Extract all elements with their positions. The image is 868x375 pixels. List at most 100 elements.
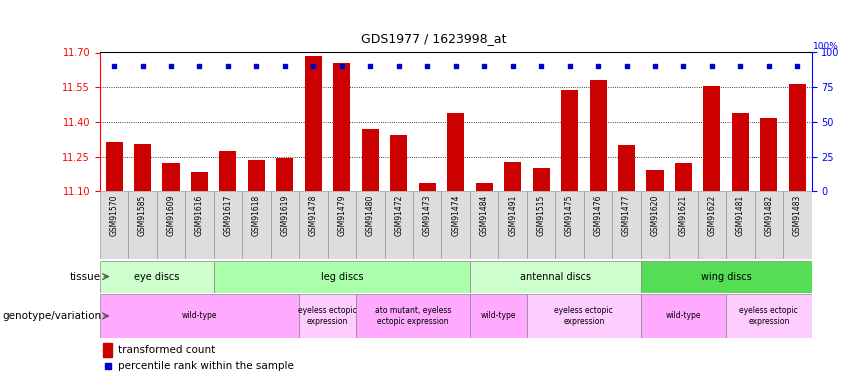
Bar <box>476 183 493 191</box>
Text: GSM91491: GSM91491 <box>508 195 517 236</box>
Text: GSM91481: GSM91481 <box>736 195 745 236</box>
Bar <box>271 191 299 259</box>
Text: GSM91570: GSM91570 <box>109 195 119 236</box>
Bar <box>641 191 669 259</box>
Bar <box>470 261 641 292</box>
Text: GSM91479: GSM91479 <box>338 195 346 236</box>
Text: eyeless ectopic
expression: eyeless ectopic expression <box>299 306 357 326</box>
Bar <box>527 191 556 259</box>
Text: GSM91619: GSM91619 <box>280 195 289 236</box>
Bar <box>106 141 122 191</box>
Text: GSM91617: GSM91617 <box>223 195 233 236</box>
Bar <box>220 151 236 191</box>
Text: GSM91484: GSM91484 <box>480 195 489 236</box>
Bar <box>703 86 720 191</box>
Bar <box>299 294 356 338</box>
Text: antennal discs: antennal discs <box>520 272 591 282</box>
Bar <box>100 261 214 292</box>
Text: GSM91616: GSM91616 <box>195 195 204 236</box>
Bar <box>561 90 578 191</box>
Text: GSM91473: GSM91473 <box>423 195 431 236</box>
Bar <box>214 191 242 259</box>
Bar <box>276 158 293 191</box>
Text: eyeless ectopic
expression: eyeless ectopic expression <box>740 306 799 326</box>
Bar <box>128 191 157 259</box>
Bar <box>589 80 607 191</box>
Bar <box>157 191 185 259</box>
Text: GSM91480: GSM91480 <box>365 195 375 236</box>
Text: wild-type: wild-type <box>481 311 516 320</box>
Text: wild-type: wild-type <box>666 311 701 320</box>
Text: GSM91475: GSM91475 <box>565 195 574 236</box>
Bar <box>242 191 271 259</box>
Text: 100%: 100% <box>813 42 839 51</box>
Text: GSM91476: GSM91476 <box>594 195 602 236</box>
Text: eyeless ectopic
expression: eyeless ectopic expression <box>555 306 613 326</box>
Bar <box>413 191 442 259</box>
Bar <box>498 191 527 259</box>
Bar <box>248 160 265 191</box>
Bar <box>162 164 180 191</box>
Bar <box>356 294 470 338</box>
Bar <box>447 112 464 191</box>
Text: GDS1977 / 1623998_at: GDS1977 / 1623998_at <box>361 32 507 45</box>
Text: wing discs: wing discs <box>700 272 752 282</box>
Text: percentile rank within the sample: percentile rank within the sample <box>118 362 293 372</box>
Bar <box>727 191 754 259</box>
Text: transformed count: transformed count <box>118 345 215 355</box>
Text: GSM91478: GSM91478 <box>309 195 318 236</box>
Bar <box>442 191 470 259</box>
Bar <box>584 191 612 259</box>
Bar <box>504 162 521 191</box>
Text: GSM91585: GSM91585 <box>138 195 147 236</box>
Bar <box>100 191 128 259</box>
Bar <box>641 294 727 338</box>
Bar <box>327 191 356 259</box>
Bar <box>641 261 812 292</box>
Bar <box>727 294 812 338</box>
Bar <box>391 135 407 191</box>
Bar <box>556 191 584 259</box>
Bar <box>789 84 806 191</box>
Text: GSM91621: GSM91621 <box>679 195 688 236</box>
Bar <box>760 118 778 191</box>
Text: GSM91620: GSM91620 <box>650 195 660 236</box>
Text: GSM91483: GSM91483 <box>792 195 802 236</box>
Bar <box>698 191 727 259</box>
Text: GSM91474: GSM91474 <box>451 195 460 236</box>
Text: leg discs: leg discs <box>320 272 363 282</box>
Text: eye discs: eye discs <box>134 272 180 282</box>
Bar <box>754 191 783 259</box>
Text: GSM91477: GSM91477 <box>622 195 631 236</box>
Bar <box>356 191 385 259</box>
Bar <box>385 191 413 259</box>
Bar <box>185 191 214 259</box>
Text: GSM91472: GSM91472 <box>394 195 404 236</box>
Text: GSM91515: GSM91515 <box>536 195 546 236</box>
Bar <box>191 172 208 191</box>
Text: GSM91482: GSM91482 <box>765 195 773 236</box>
Bar <box>103 343 112 357</box>
Bar <box>533 168 549 191</box>
Text: wild-type: wild-type <box>181 311 217 320</box>
Bar <box>100 294 299 338</box>
Text: GSM91609: GSM91609 <box>167 195 175 236</box>
Bar <box>305 56 322 191</box>
Bar <box>418 183 436 191</box>
Text: GSM91618: GSM91618 <box>252 195 261 236</box>
Bar <box>527 294 641 338</box>
Bar <box>783 191 812 259</box>
Bar <box>214 261 470 292</box>
Bar <box>618 145 635 191</box>
Bar <box>333 63 351 191</box>
Bar <box>732 112 749 191</box>
Bar <box>362 129 378 191</box>
Bar <box>470 294 527 338</box>
Bar <box>675 164 692 191</box>
Text: genotype/variation: genotype/variation <box>2 311 102 321</box>
Bar <box>612 191 641 259</box>
Bar <box>134 144 151 191</box>
Bar <box>669 191 698 259</box>
Text: tissue: tissue <box>70 272 102 282</box>
Bar <box>299 191 327 259</box>
